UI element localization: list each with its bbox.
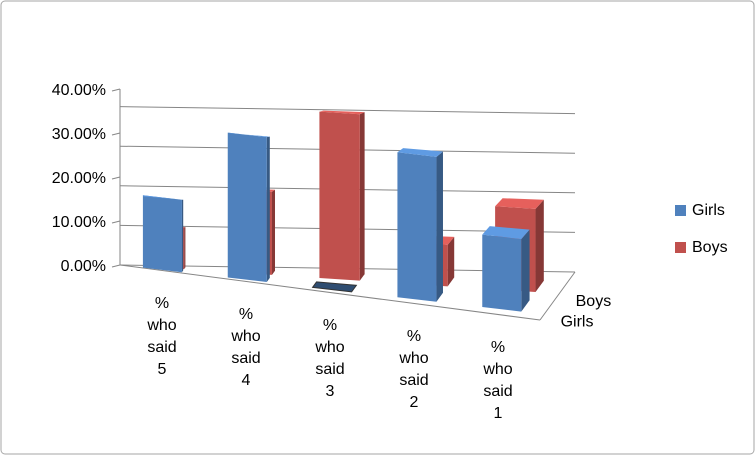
- bar-side: [184, 226, 186, 270]
- y-tick-label: 40.00%: [52, 82, 106, 99]
- bar: [142, 195, 182, 273]
- bar-side: [271, 189, 276, 275]
- x-tick-label: % who said 4: [231, 305, 261, 389]
- bar-side: [521, 229, 530, 312]
- x-tick-label: % who said 1: [483, 338, 513, 422]
- depth-label: Girls: [561, 313, 594, 330]
- bar: [319, 111, 360, 281]
- y-tick-label: 10.00%: [52, 214, 106, 231]
- bar-top: [397, 148, 443, 157]
- bar-top: [227, 132, 270, 138]
- y-tick-label: 0.00%: [61, 258, 106, 275]
- bar: [397, 152, 437, 302]
- depth-label: Boys: [576, 293, 612, 310]
- bar-side: [359, 112, 365, 281]
- bar: [482, 234, 522, 312]
- y-tick: [111, 176, 121, 180]
- bar-top: [319, 110, 365, 115]
- legend-label: Boys: [692, 239, 728, 256]
- y-tick: [111, 132, 121, 136]
- legend-swatch: [675, 205, 686, 216]
- bar-side: [181, 199, 184, 273]
- y-tick-label: 20.00%: [52, 170, 106, 187]
- bar-top: [495, 198, 544, 209]
- y-tick: [111, 264, 121, 268]
- y-tick-label: 30.00%: [52, 126, 106, 143]
- bar-top: [311, 281, 358, 293]
- y-tick: [111, 88, 121, 92]
- legend-swatch: [675, 242, 686, 253]
- x-tick-label: % who said 5: [147, 294, 177, 378]
- legend-label: Girls: [692, 202, 725, 219]
- bar-side: [436, 151, 443, 302]
- x-tick-label: % who said 2: [399, 327, 429, 411]
- grid-line: [119, 106, 576, 115]
- bar-side: [447, 236, 455, 287]
- bar-top: [482, 226, 530, 240]
- y-tick: [111, 220, 121, 224]
- bar-side: [535, 199, 544, 293]
- depth-axis: [539, 271, 576, 321]
- bar: [227, 132, 267, 283]
- x-axis: [119, 264, 541, 321]
- bar-side: [266, 136, 270, 283]
- x-tick-label: % who said 3: [315, 316, 345, 400]
